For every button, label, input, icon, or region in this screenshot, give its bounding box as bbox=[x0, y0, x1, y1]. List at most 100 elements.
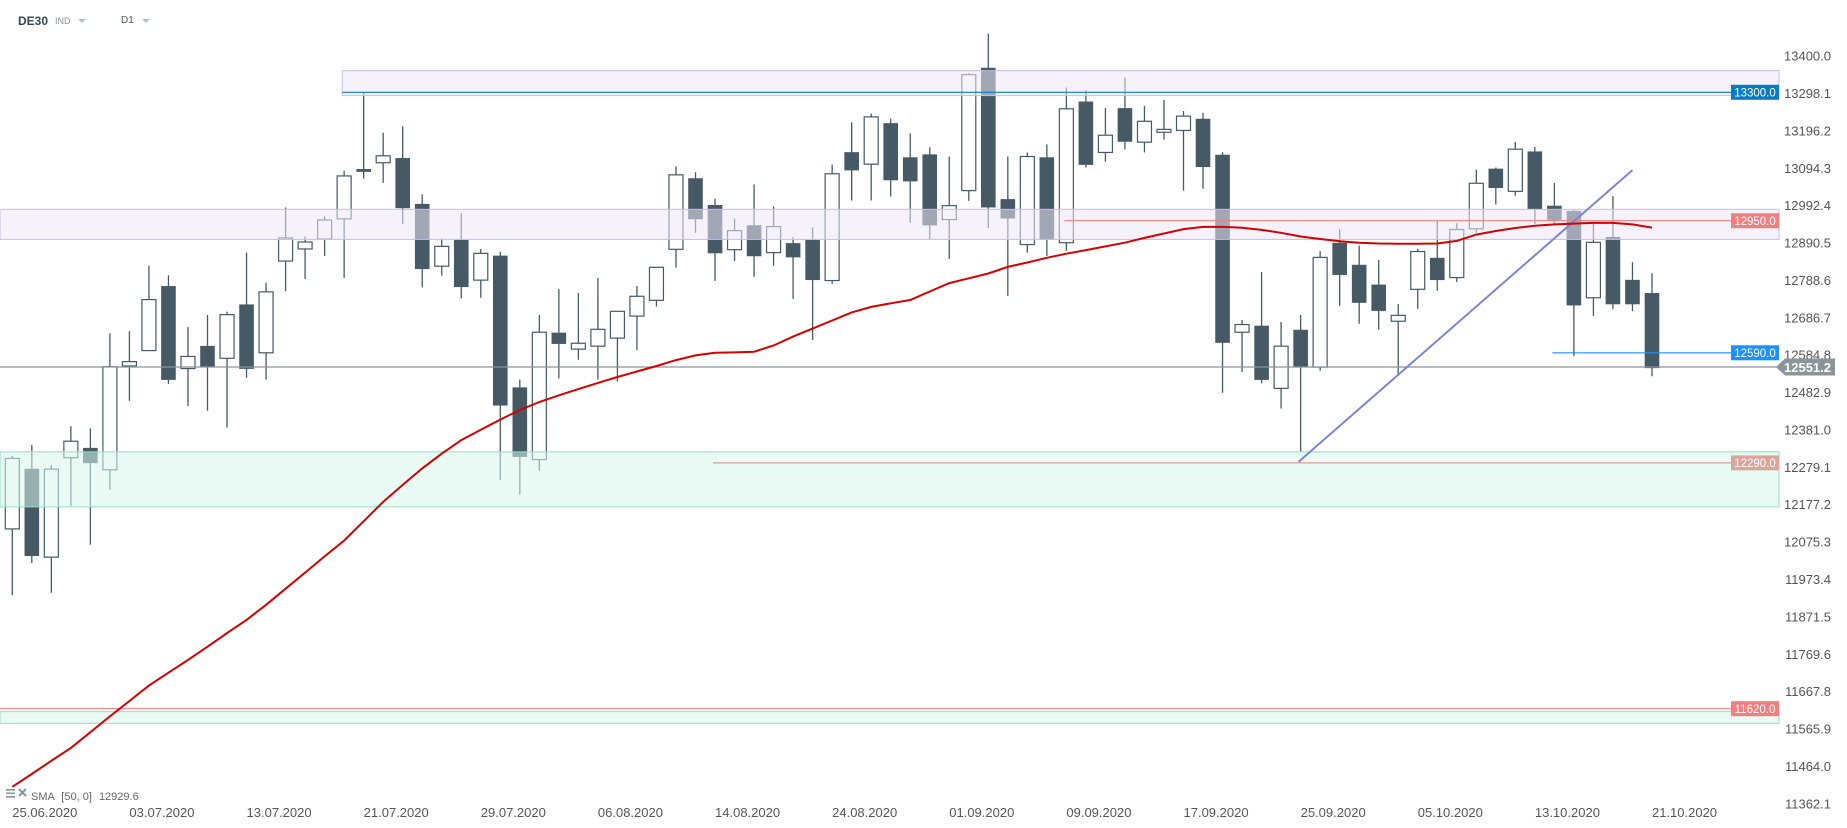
price-tag-bg bbox=[1731, 84, 1779, 100]
y-tick-label: 12686.7 bbox=[1784, 310, 1831, 325]
candle-body-bull bbox=[629, 295, 645, 317]
price-tag-label: 12290.0 bbox=[1734, 458, 1776, 470]
x-tick-label: 01.09.2020 bbox=[949, 805, 1014, 820]
y-tick-label: 13400.0 bbox=[1784, 49, 1831, 64]
y-tick-label: 12890.5 bbox=[1784, 236, 1831, 251]
candle-body-bear bbox=[883, 123, 899, 181]
y-tick-label: 11871.5 bbox=[1785, 609, 1831, 624]
instrument-type-dropdown[interactable]: IND bbox=[55, 16, 71, 26]
candle bbox=[531, 314, 547, 471]
candle-body-bear bbox=[356, 169, 371, 172]
candle bbox=[395, 126, 411, 225]
candle bbox=[1488, 167, 1504, 205]
candle-body-bear bbox=[1625, 279, 1640, 305]
candle-body-bull bbox=[1410, 250, 1426, 290]
candle-body-bull bbox=[297, 241, 313, 250]
candle-body-bear bbox=[1351, 264, 1367, 303]
candle bbox=[121, 331, 138, 401]
support-zone bbox=[0, 451, 1780, 508]
candle bbox=[570, 292, 586, 360]
level-12950-tag: 12950.0 bbox=[1731, 213, 1779, 229]
candle bbox=[1078, 90, 1094, 168]
x-tick-label: 06.08.2020 bbox=[598, 805, 663, 820]
level-11620-tag: 11620.0 bbox=[1731, 701, 1779, 717]
candle-body-bull bbox=[1175, 115, 1192, 132]
y-tick-label: 12992.4 bbox=[1784, 198, 1831, 213]
chart-header: DE30 IND D1 bbox=[0, 0, 400, 40]
candle-body-bear bbox=[395, 158, 411, 209]
candle bbox=[1136, 105, 1153, 153]
candle-body-bear bbox=[1644, 293, 1660, 369]
last-price-tag-bg bbox=[1776, 358, 1835, 376]
candle bbox=[1293, 314, 1308, 452]
timeframe-dropdown[interactable]: D1 bbox=[121, 15, 134, 26]
candle bbox=[414, 194, 430, 288]
price-tag-label: 11620.0 bbox=[1735, 704, 1776, 716]
candle-body-bear bbox=[1215, 154, 1230, 343]
support-zone-low bbox=[0, 711, 1780, 724]
y-tick-label: 11973.4 bbox=[1785, 572, 1831, 587]
y-tick-label: 12075.3 bbox=[1784, 535, 1831, 550]
candle-body-bull bbox=[570, 342, 586, 350]
y-tick-label: 12482.9 bbox=[1784, 385, 1831, 400]
candle bbox=[1390, 303, 1406, 376]
candle-body-bear bbox=[1293, 329, 1308, 368]
candle-body-bear bbox=[1078, 101, 1094, 165]
last-price-tag: 12551.2 bbox=[1776, 358, 1835, 376]
candle-body-bear bbox=[200, 345, 215, 368]
candle bbox=[629, 286, 645, 351]
candle bbox=[375, 132, 391, 183]
menu-icon[interactable] bbox=[6, 789, 15, 798]
y-tick-label: 11565.9 bbox=[1785, 722, 1831, 737]
candle-body-bear bbox=[1332, 242, 1347, 275]
candle bbox=[1097, 108, 1114, 162]
candle-body-bear bbox=[492, 255, 508, 406]
candle bbox=[1644, 273, 1660, 377]
candle bbox=[141, 265, 157, 352]
y-axis: 13400.0 13298.1 13196.2 13094.3 12992.4 12890… bbox=[1784, 49, 1831, 812]
candle bbox=[844, 122, 859, 201]
candle-body-bull bbox=[1097, 134, 1114, 154]
y-tick-label: 12279.1 bbox=[1784, 460, 1831, 475]
candle bbox=[1273, 321, 1289, 409]
candle bbox=[1195, 112, 1211, 189]
zones bbox=[0, 70, 1780, 724]
candle-body-bull bbox=[1312, 256, 1328, 368]
candle bbox=[1175, 111, 1192, 191]
price-tag-bg bbox=[1731, 455, 1779, 471]
trendline[interactable] bbox=[1298, 169, 1634, 463]
sma-50-line bbox=[11, 221, 1653, 788]
y-tick-label: 13094.3 bbox=[1784, 161, 1831, 176]
close-icon[interactable] bbox=[18, 788, 27, 797]
chevron-down-icon[interactable] bbox=[78, 19, 86, 23]
price-tag-label: 13300.0 bbox=[1734, 87, 1776, 99]
candle-body-bear bbox=[161, 286, 176, 380]
candle bbox=[200, 314, 215, 411]
indicator-legend: SMA [50, 0] 12929.6 bbox=[6, 788, 139, 803]
candle bbox=[297, 236, 313, 280]
x-tick-label: 24.08.2020 bbox=[832, 805, 897, 820]
candle bbox=[1156, 99, 1172, 140]
candle bbox=[863, 113, 879, 201]
level-13300-tag: 13300.0 bbox=[1731, 84, 1779, 100]
candle bbox=[883, 118, 899, 197]
candle-body-bear bbox=[902, 157, 918, 182]
y-tick-label: 13298.1 bbox=[1784, 86, 1831, 101]
price-tag-bg bbox=[1731, 345, 1779, 361]
candle-body-bull bbox=[121, 360, 138, 367]
resistance-zone-top bbox=[341, 70, 1780, 97]
candle-body-bull bbox=[1136, 120, 1153, 143]
y-tick-label: 13196.2 bbox=[1784, 123, 1831, 138]
candle bbox=[239, 252, 254, 378]
x-tick-label: 14.08.2020 bbox=[715, 805, 780, 820]
candle bbox=[1215, 152, 1230, 393]
candle bbox=[161, 275, 176, 384]
candle-body-bull bbox=[531, 331, 547, 461]
last-price-label: 12551.2 bbox=[1784, 360, 1831, 375]
candle bbox=[473, 248, 489, 298]
x-tick-label: 09.09.2020 bbox=[1066, 805, 1131, 820]
chevron-down-icon[interactable] bbox=[142, 19, 150, 23]
candle bbox=[219, 311, 235, 428]
candle-body-bear bbox=[1527, 151, 1543, 210]
